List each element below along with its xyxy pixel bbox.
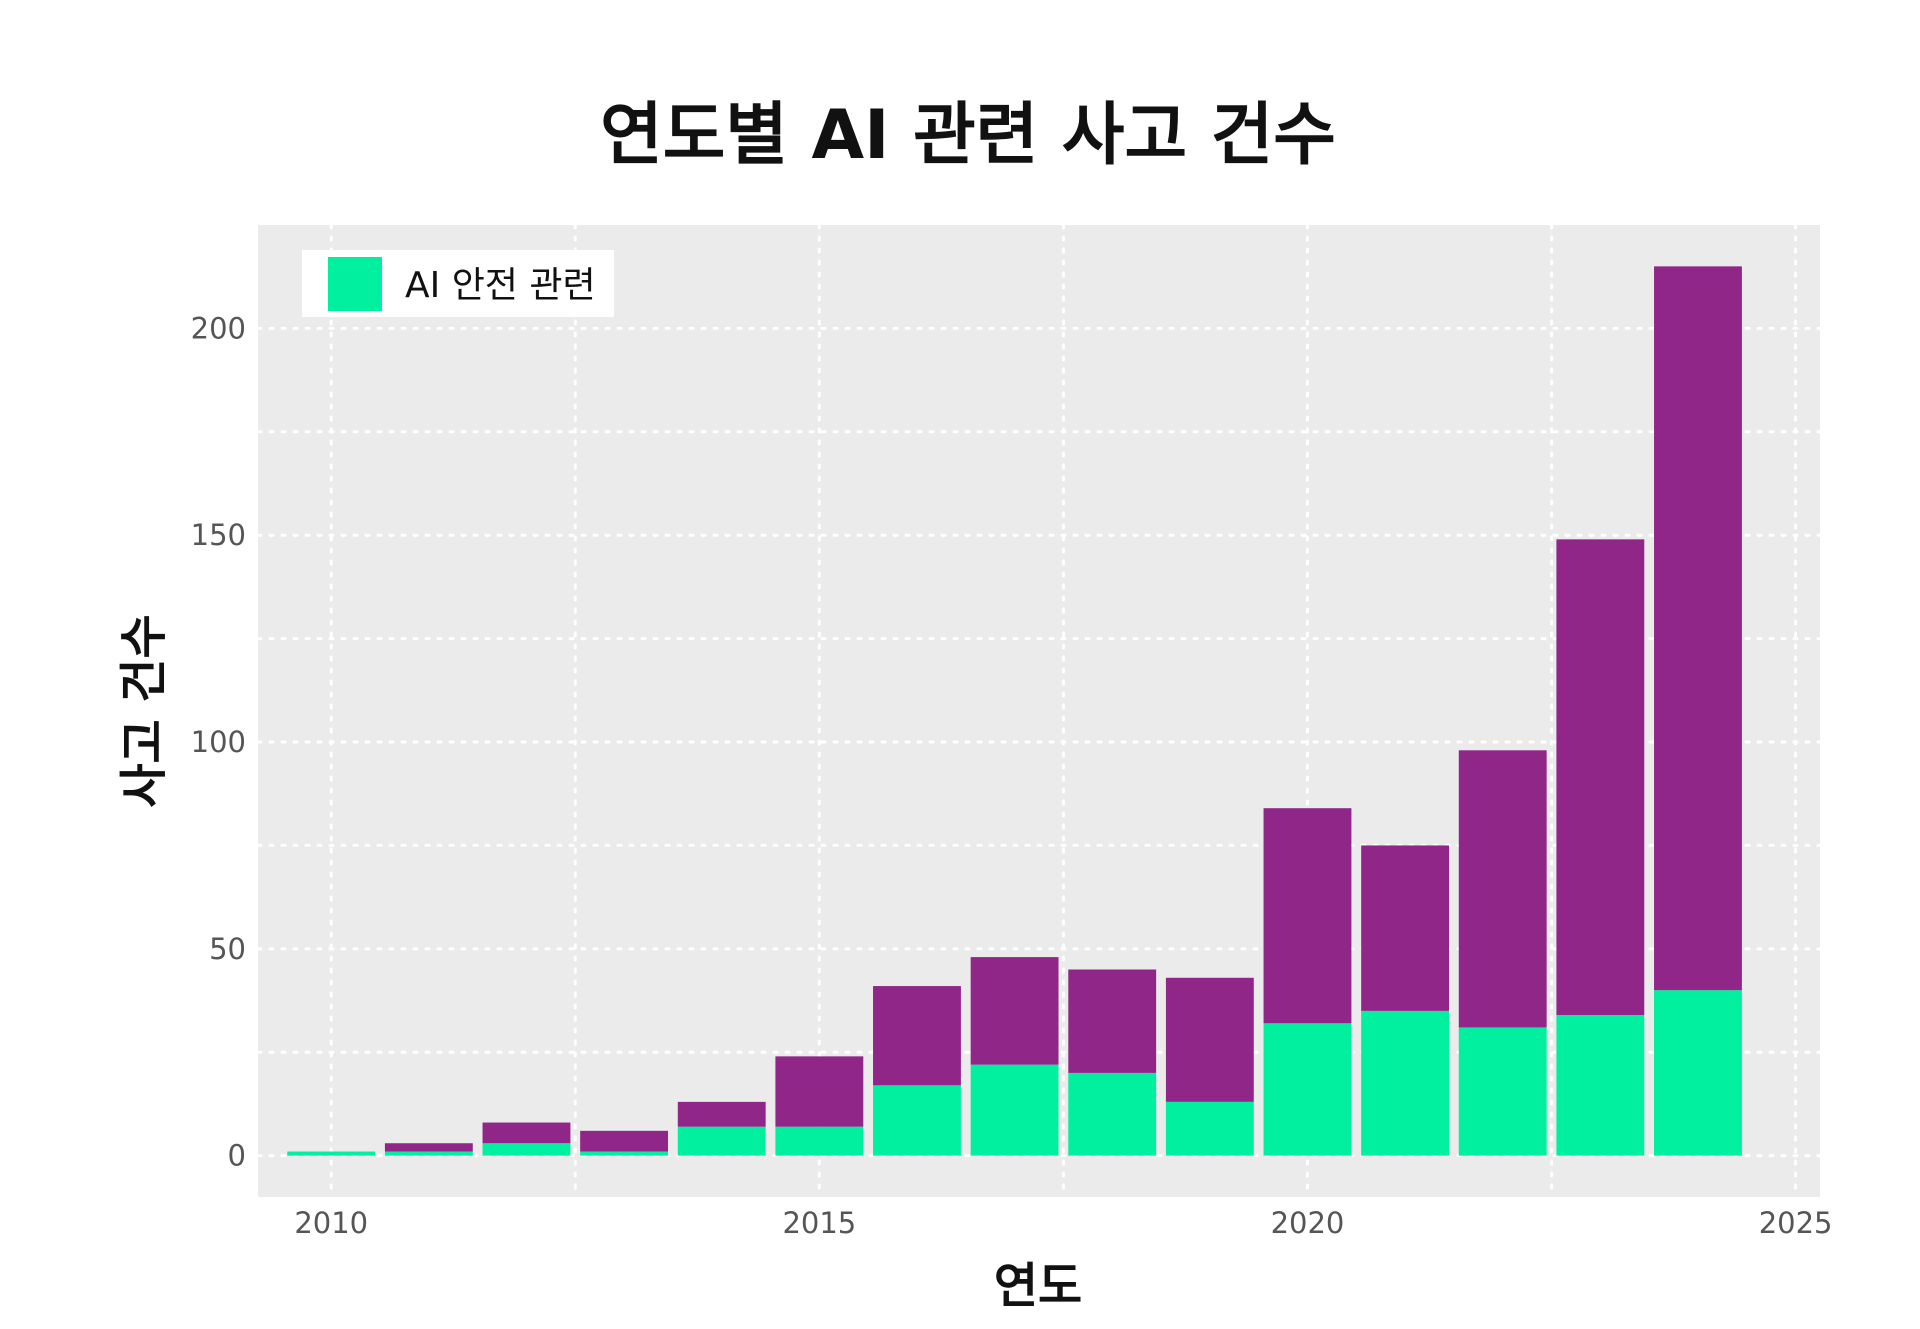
- bar-ai-safety-2017: [970, 1064, 1059, 1156]
- legend: AI 안전 관련: [302, 250, 614, 317]
- x-tick-label: 2015: [782, 1206, 856, 1240]
- bar-ai-safety-2013: [580, 1151, 669, 1156]
- y-tick-label: 0: [228, 1139, 246, 1173]
- bar-other-2023: [1556, 539, 1645, 1016]
- bar-other-2018: [1068, 969, 1157, 1073]
- x-tick-label: 2025: [1759, 1206, 1833, 1240]
- bar-ai-safety-2011: [384, 1151, 473, 1156]
- bar-other-2014: [677, 1101, 766, 1127]
- bar-other-2012: [482, 1122, 571, 1144]
- bar-ai-safety-2024: [1654, 990, 1742, 1156]
- bar-other-2021: [1361, 845, 1450, 1011]
- bar-other-2022: [1458, 750, 1547, 1028]
- bar-other-2020: [1263, 808, 1352, 1024]
- bar-other-2017: [970, 957, 1059, 1065]
- bar-ai-safety-2019: [1165, 1101, 1254, 1156]
- y-tick-label: 50: [209, 932, 246, 966]
- bar-ai-safety-2014: [677, 1126, 766, 1156]
- bar-ai-safety-2023: [1556, 1015, 1645, 1156]
- bar-other-2011: [384, 1143, 473, 1152]
- bar-other-2019: [1165, 977, 1254, 1102]
- legend-label-ai-safety: AI 안전 관련: [405, 265, 596, 306]
- y-tick-label: 150: [191, 518, 246, 552]
- bar-other-2016: [873, 986, 961, 1086]
- bar-ai-safety-2015: [775, 1126, 864, 1156]
- bars: [287, 266, 1742, 1156]
- legend-swatch-ai-safety: [328, 257, 382, 311]
- bar-other-2024: [1654, 266, 1742, 991]
- bar-ai-safety-2022: [1458, 1027, 1547, 1156]
- bar-other-2013: [580, 1130, 669, 1152]
- chart-title: 연도별 AI 관련 사고 건수: [600, 96, 1336, 175]
- y-tick-label: 100: [191, 725, 246, 759]
- y-tick-labels: 0 50 100 150 200: [191, 311, 246, 1172]
- bar-ai-safety-2012: [482, 1143, 571, 1156]
- x-axis-title: 연도: [994, 1258, 1082, 1314]
- x-tick-label: 2010: [294, 1206, 368, 1240]
- bar-other-2015: [775, 1056, 864, 1127]
- x-tick-label: 2020: [1271, 1206, 1345, 1240]
- bar-ai-safety-2018: [1068, 1072, 1157, 1156]
- bar-ai-safety-2020: [1263, 1023, 1352, 1156]
- x-tick-labels: 2010 2015 2020 2025: [294, 1206, 1832, 1240]
- bar-ai-safety-2016: [873, 1085, 961, 1156]
- bar-ai-safety-2021: [1361, 1010, 1450, 1156]
- y-tick-label: 200: [191, 311, 246, 345]
- y-axis-title: 사고 건수: [116, 614, 172, 807]
- bar-ai-safety-2010: [287, 1151, 376, 1156]
